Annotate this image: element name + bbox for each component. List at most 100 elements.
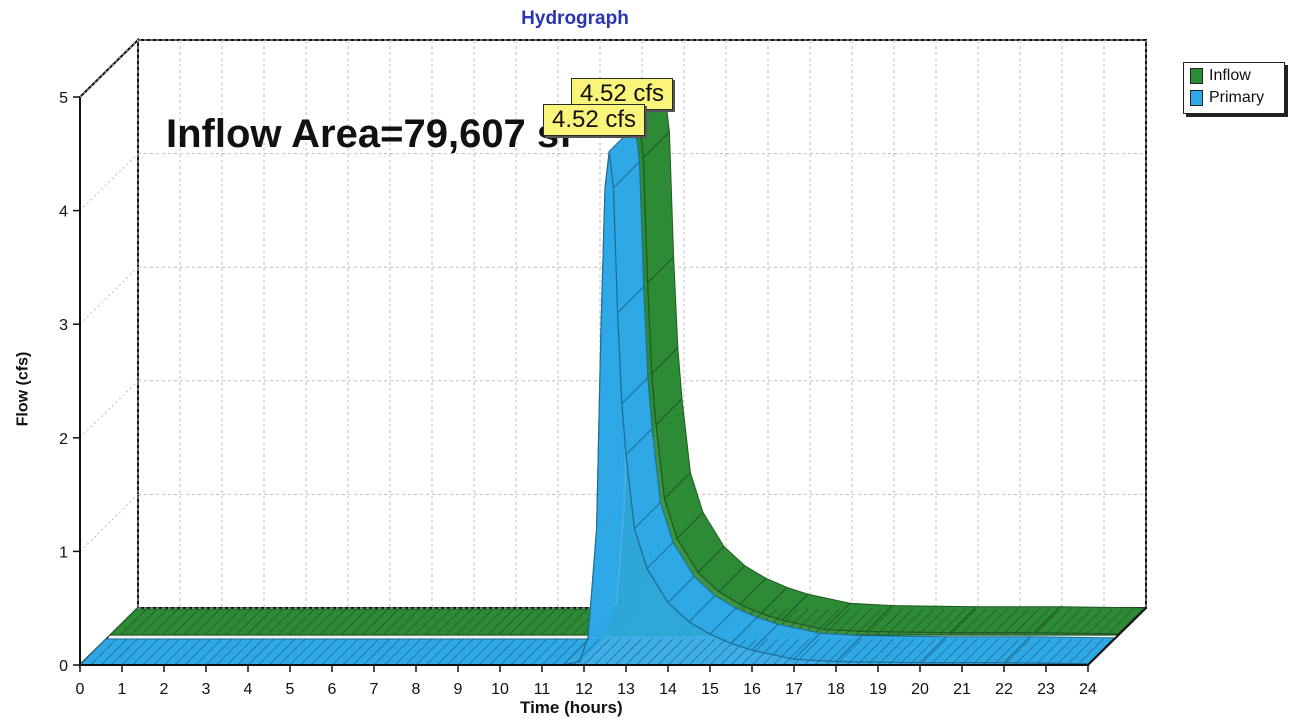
primary-hatch (1066, 638, 1094, 666)
primary-hatch (730, 638, 758, 666)
x-tick-label: 9 (454, 681, 463, 698)
primary-hatch (877, 638, 905, 666)
primary-hatch (657, 638, 684, 666)
primary-hatch (982, 638, 1010, 666)
primary-hatch (216, 638, 243, 666)
primary-hatch (940, 638, 968, 666)
x-tick-label: 14 (659, 681, 677, 698)
inflow-hatch (456, 608, 483, 636)
primary-hatch (1077, 638, 1104, 666)
inflow-hatch (1075, 608, 1103, 636)
primary-hatch (300, 638, 327, 666)
primary-hatch (678, 638, 705, 666)
y-tick-labels: 0 1 2 3 4 5 (59, 90, 80, 675)
y-tick-label: 0 (59, 658, 68, 675)
x-tick-label: 17 (785, 681, 803, 698)
x-tick-labels: 0 1 2 3 4 5 6 7 8 9 10 11 12 13 14 15 16 17 18 19 20 21 22 23 24 (76, 665, 1097, 698)
primary-front-face (80, 151, 1089, 666)
primary-hatch (279, 638, 306, 666)
inflow-hatch (991, 608, 1019, 636)
primary-hatch (573, 638, 600, 666)
primary-hatch (1014, 638, 1041, 666)
primary-hatch (825, 638, 852, 666)
primary-hatch (961, 638, 989, 666)
inflow-hatch (351, 608, 378, 636)
primary-hatch (646, 638, 674, 666)
primary-hatch (426, 638, 453, 666)
primary-hatch (699, 638, 726, 666)
primary-hatch (583, 638, 611, 666)
primary-hatch (489, 638, 516, 666)
inflow-hatch (886, 608, 914, 636)
primary-hatch (762, 638, 789, 666)
primary-hatch (436, 638, 464, 666)
inflow-hatch (1054, 608, 1082, 636)
primary-hatch (1024, 638, 1052, 666)
inflow-hatch (834, 608, 861, 636)
chart-title: Hydrograph (521, 8, 629, 29)
legend-swatch-primary (1190, 90, 1203, 106)
primary-hatch (720, 638, 747, 666)
peak-label-primary: 4.52 cfs (543, 104, 646, 136)
primary-hatch (804, 638, 831, 666)
left-wall (79, 37, 139, 668)
inflow-hatch (361, 608, 389, 636)
primary-hatch (909, 638, 936, 666)
x-tick-label: 16 (743, 681, 761, 698)
inflow-hatch (897, 608, 924, 636)
primary-hatch (751, 638, 779, 666)
primary-hatch (835, 638, 863, 666)
inflow-hatch (823, 608, 851, 636)
primary-hatch (342, 638, 369, 666)
primary-hatch (405, 638, 432, 666)
inflow-hatch (487, 608, 515, 636)
inflow-hatch (162, 608, 189, 636)
inflow-hatch (330, 608, 357, 636)
inflow-hatch (151, 608, 179, 636)
inflow-hatch (1096, 608, 1124, 636)
inflow-hatch (109, 608, 137, 636)
primary-hatch (289, 638, 317, 666)
primary-hatch (793, 638, 821, 666)
primary-hatch (531, 638, 558, 666)
inflow-hatch (214, 608, 242, 636)
primary-hatch (972, 638, 999, 666)
x-tick-label: 3 (202, 681, 211, 698)
primary-hatch (783, 638, 810, 666)
floor-right-edge (1087, 607, 1147, 666)
y-tick-label: 4 (59, 204, 68, 221)
primary-hatch (384, 638, 411, 666)
inflow-hatch (960, 608, 987, 636)
primary-hatch (520, 638, 548, 666)
primary-hatch (888, 638, 915, 666)
primary-hatch (625, 638, 653, 666)
inflow-hatch (414, 608, 441, 636)
inflow-hatch (424, 608, 452, 636)
y-tick-label: 2 (59, 431, 68, 448)
primary-hatch (100, 638, 128, 666)
primary-hatch (79, 638, 107, 666)
x-tick-label: 0 (76, 681, 85, 698)
inflow-hatch (172, 608, 200, 636)
inflow-hatch (519, 608, 546, 636)
inflow-hatch (130, 608, 158, 636)
inflow-ribbon-segment (642, 130, 675, 285)
inflow-hatch (928, 608, 956, 636)
inflow-hatch (540, 608, 567, 636)
primary-hatch (867, 638, 894, 666)
grid-line-depth (79, 153, 139, 211)
inflow-hatch (876, 608, 903, 636)
inflow-hatch (445, 608, 473, 636)
primary-hatch (993, 638, 1020, 666)
inflow-hatch (844, 608, 872, 636)
inflow-hatch (949, 608, 977, 636)
x-tick-label: 11 (534, 681, 551, 698)
inflow-hatch (1023, 608, 1050, 636)
inflow-hatch (1065, 608, 1092, 636)
inflow-hatch (403, 608, 431, 636)
inflow-area-annotation: Inflow Area=79,607 sf (166, 112, 573, 156)
x-tick-label: 4 (244, 681, 253, 698)
inflow-hatch (277, 608, 305, 636)
primary-hatch (226, 638, 254, 666)
